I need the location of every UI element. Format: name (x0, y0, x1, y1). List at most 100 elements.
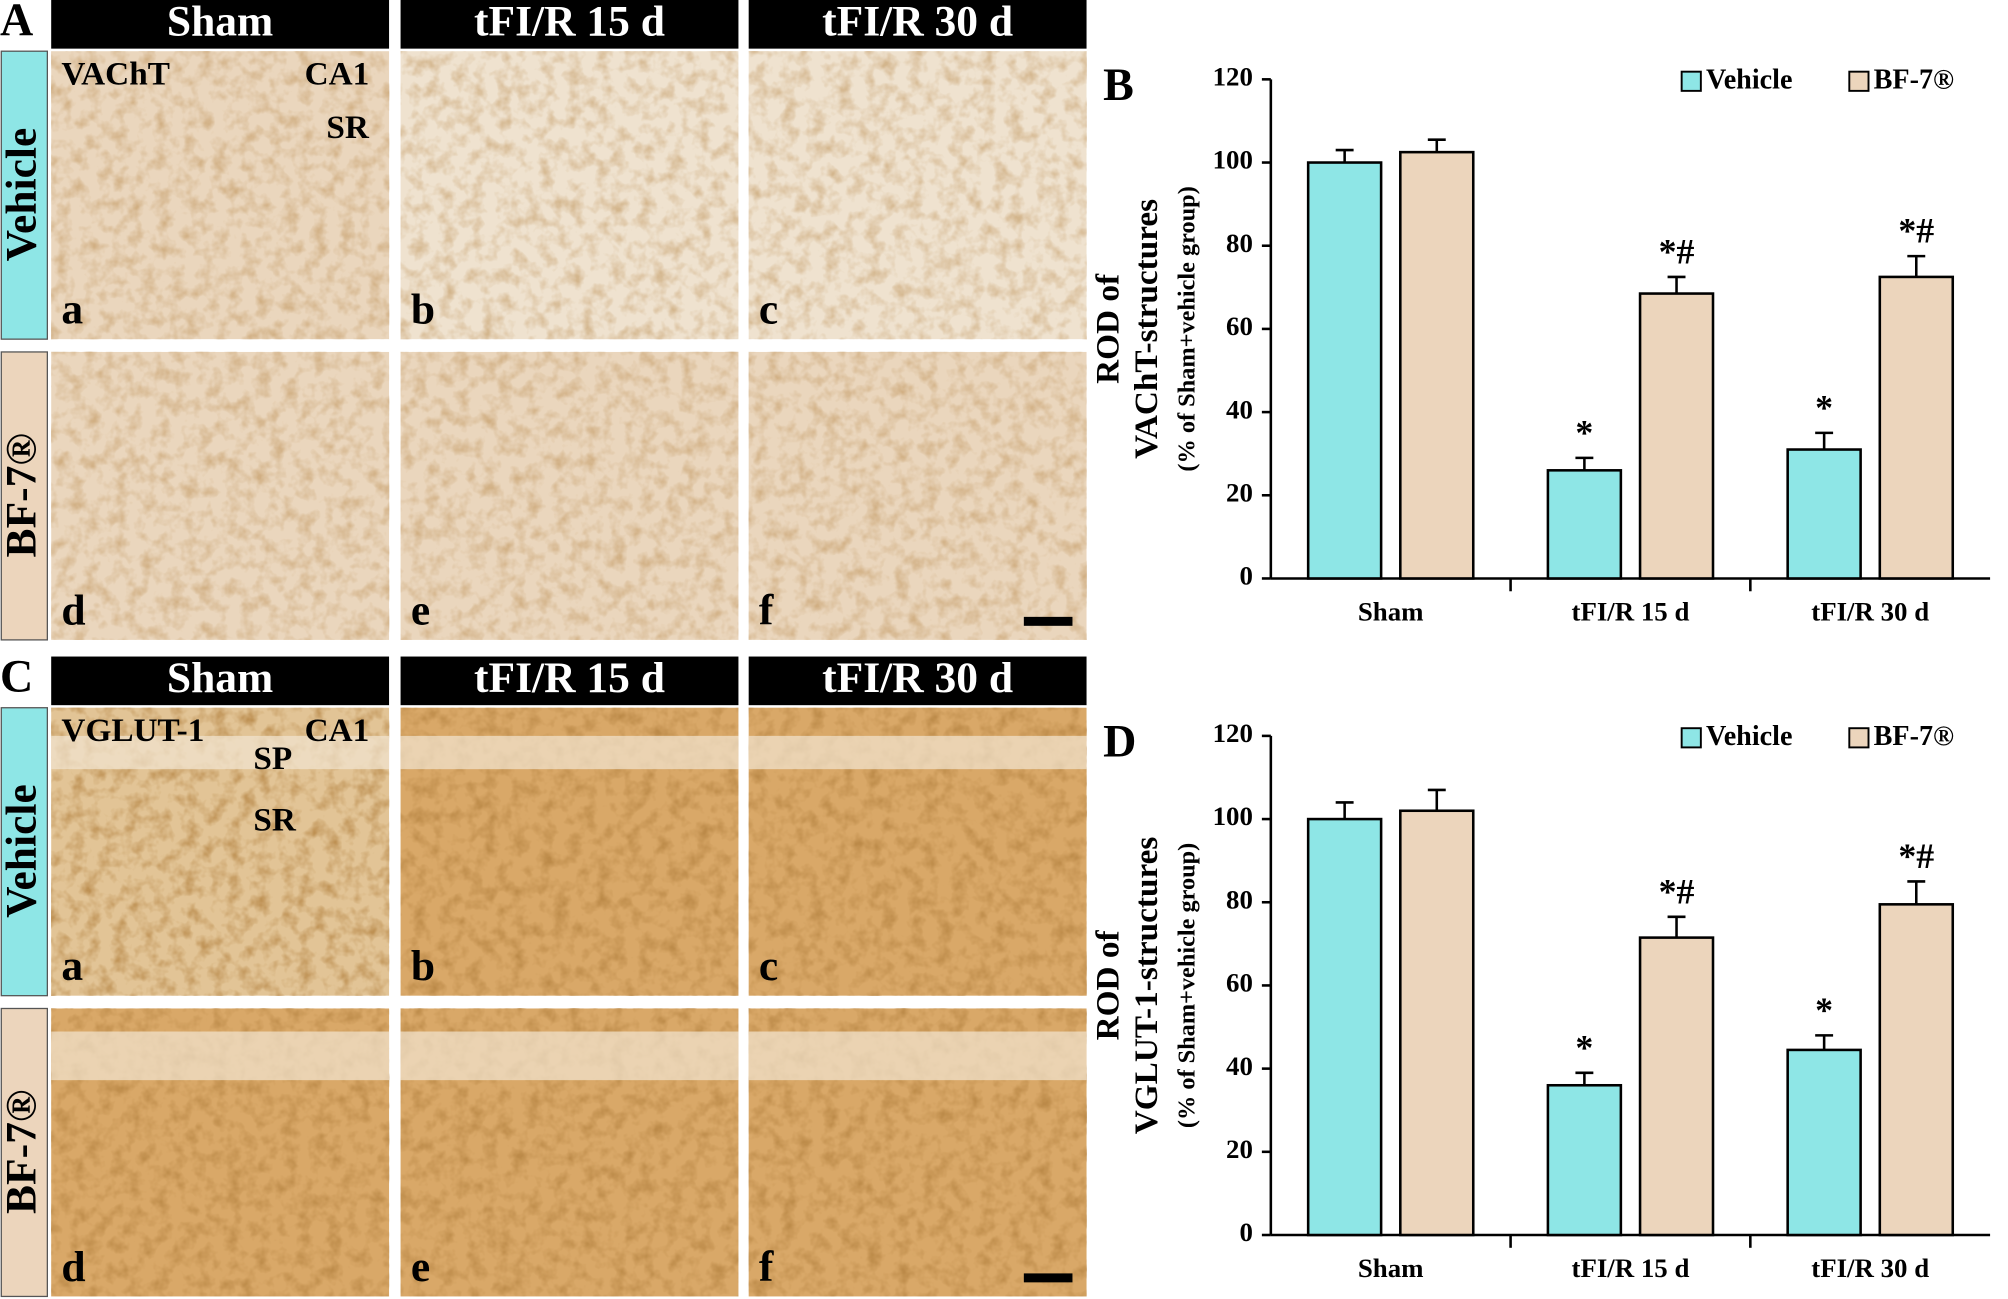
y-tick-label: 0 (1239, 1217, 1252, 1247)
image-letter: d (61, 1243, 85, 1291)
image-letter: e (411, 1243, 430, 1291)
y-tick-label: 80 (1226, 884, 1253, 914)
x-tick-label: tFI/R 15 d (1572, 1253, 1690, 1283)
y-axis-label: VGLUT-1-structures (1128, 837, 1165, 1135)
micrograph-texture (748, 51, 1087, 340)
y-tick-label: 20 (1226, 1134, 1253, 1164)
column-header (51, 0, 390, 49)
image-letter: a (61, 286, 83, 334)
column-header (748, 656, 1087, 706)
bar (1399, 809, 1475, 1237)
image-letter: d (61, 586, 85, 634)
significance-label: *# (1659, 231, 1695, 271)
bar (1786, 1048, 1862, 1237)
column-header (400, 656, 739, 706)
bar (1786, 448, 1862, 580)
micrograph-texture (400, 51, 739, 340)
micrograph-texture (51, 351, 390, 640)
y-tick-label: 80 (1226, 228, 1253, 258)
column-header (400, 0, 739, 49)
row-header (0, 707, 48, 997)
row-header (0, 1007, 48, 1298)
image-letter: e (411, 586, 430, 634)
y-tick-label: 0 (1239, 561, 1252, 591)
row-label: Vehicle (0, 784, 46, 918)
region-label: CA1 (305, 712, 370, 749)
significance-label: * (1815, 990, 1833, 1030)
marker-label: VGLUT-1 (61, 712, 204, 749)
image-letter: f (759, 1243, 774, 1291)
significance-label: * (1575, 412, 1593, 452)
significance-label: *# (1659, 871, 1695, 911)
y-axis-label: ROD of (1090, 930, 1127, 1041)
region-label: SR (326, 109, 370, 146)
bar (1399, 150, 1475, 580)
scale-bar (1023, 616, 1073, 626)
cell-layer (748, 735, 1087, 770)
significance-label: *# (1898, 836, 1934, 876)
column-header (748, 0, 1087, 49)
bar (1306, 817, 1383, 1237)
x-tick-label: Sham (1358, 596, 1424, 626)
bar (1638, 292, 1715, 580)
micrograph-texture (51, 51, 390, 340)
image-letter: c (759, 942, 778, 990)
column-label: tFI/R 30 d (822, 654, 1013, 702)
bar (1878, 275, 1955, 580)
row-header (0, 50, 48, 340)
bar (1638, 936, 1715, 1237)
bar (1878, 903, 1955, 1237)
y-tick-label: 40 (1226, 394, 1253, 424)
x-tick-label: Sham (1358, 1253, 1424, 1283)
legend-label: Vehicle (1706, 64, 1792, 95)
y-tick-label: 20 (1226, 477, 1253, 507)
column-label: tFI/R 30 d (822, 0, 1013, 46)
y-axis-label: VAChT-structures (1128, 199, 1165, 459)
legend-swatch (1680, 727, 1702, 749)
cell-layer (748, 1031, 1087, 1081)
x-tick-label: tFI/R 15 d (1572, 596, 1690, 626)
legend-swatch (1848, 70, 1870, 92)
image-letter: f (759, 586, 774, 634)
micrograph-texture (748, 351, 1087, 640)
x-tick-label: tFI/R 30 d (1811, 596, 1929, 626)
column-header (51, 656, 390, 706)
panel-letter: A (0, 0, 33, 45)
legend-label: BF-7® (1874, 721, 1954, 752)
x-tick-label: tFI/R 30 d (1811, 1253, 1929, 1283)
legend-swatch (1680, 70, 1702, 92)
legend-label: BF-7® (1874, 64, 1954, 95)
y-tick-label: 100 (1213, 145, 1253, 175)
bar (1306, 161, 1383, 580)
significance-label: * (1575, 1027, 1593, 1067)
y-tick-label: 60 (1226, 968, 1253, 998)
legend-swatch (1848, 727, 1870, 749)
image-letter: b (411, 942, 435, 990)
row-label: Vehicle (0, 128, 46, 262)
y-tick-label: 120 (1213, 62, 1253, 92)
panel-letter: B (1103, 59, 1134, 110)
region-label: SP (253, 740, 292, 777)
y-tick-label: 60 (1226, 311, 1253, 341)
y-tick-label: 40 (1226, 1051, 1253, 1081)
y-axis-note: (% of Sham+vehicle group) (1174, 186, 1201, 471)
micrograph-texture (400, 351, 739, 640)
image-letter: c (759, 286, 778, 334)
row-label: BF-7® (0, 433, 46, 557)
column-label: Sham (167, 0, 273, 46)
y-axis-label: ROD of (1090, 273, 1127, 384)
cell-layer (400, 1031, 739, 1081)
y-axis-note: (% of Sham+vehicle group) (1174, 843, 1201, 1128)
scale-bar (1023, 1273, 1073, 1283)
region-label: CA1 (305, 55, 370, 92)
significance-label: *# (1898, 211, 1934, 251)
bar (1546, 469, 1623, 580)
image-letter: b (411, 286, 435, 334)
bar (1546, 1083, 1623, 1237)
column-label: tFI/R 15 d (474, 0, 665, 46)
region-label: SR (253, 802, 297, 839)
panel-letter: D (1103, 716, 1136, 767)
y-tick-label: 120 (1213, 718, 1253, 748)
row-header (0, 351, 48, 641)
